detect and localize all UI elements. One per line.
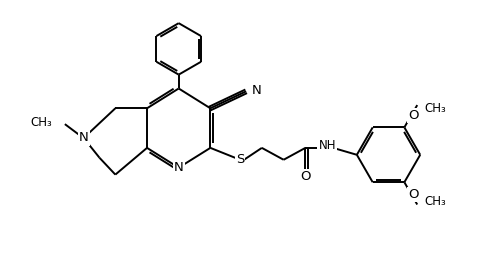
Text: CH₃: CH₃ <box>424 102 446 115</box>
Text: O: O <box>408 188 419 201</box>
Text: N: N <box>79 131 89 144</box>
Text: O: O <box>300 170 310 183</box>
Text: O: O <box>408 109 419 122</box>
Text: S: S <box>236 153 244 166</box>
Text: NH: NH <box>318 139 336 152</box>
Text: CH₃: CH₃ <box>30 116 52 129</box>
Text: N: N <box>252 84 262 97</box>
Text: CH₃: CH₃ <box>424 194 446 208</box>
Text: N: N <box>174 161 184 174</box>
